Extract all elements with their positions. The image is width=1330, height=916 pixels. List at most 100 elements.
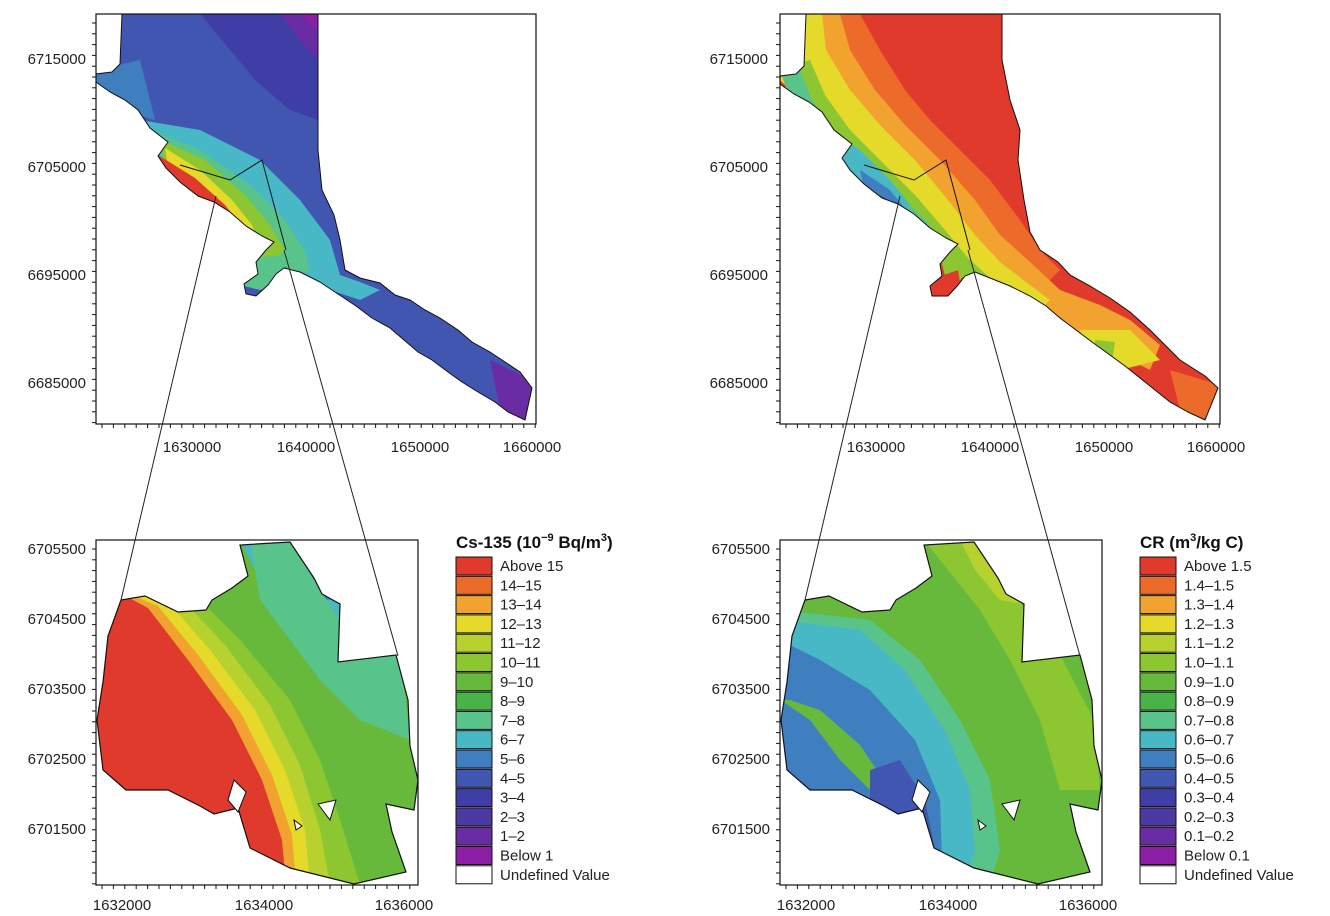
legend-label: 0.1–0.2	[1184, 828, 1234, 845]
legend-label: 0.6–0.7	[1184, 732, 1234, 749]
legend-swatch	[455, 865, 493, 885]
y-tick-label: 6705500	[712, 541, 770, 558]
x-tick-label: 1634000	[235, 897, 293, 914]
legend-label: 3–4	[500, 790, 525, 807]
legend-label: Above 15	[500, 558, 563, 575]
legend-swatch	[1139, 595, 1177, 615]
legend-label: 1–2	[500, 828, 525, 845]
legend-label: 0.2–0.3	[1184, 809, 1234, 826]
legend-title: CR (m3/kg C)	[1140, 532, 1243, 552]
legend-label: Above 1.5	[1184, 558, 1252, 575]
y-tick-label: 6695000	[710, 267, 768, 284]
x-tick-label: 1660000	[503, 439, 561, 456]
legend-label: 1.3–1.4	[1184, 597, 1234, 614]
legend-swatch	[455, 691, 493, 711]
legend-swatch	[1139, 865, 1177, 885]
x-tick-label: 1636000	[375, 897, 433, 914]
legend-label: 1.0–1.1	[1184, 655, 1234, 672]
legend-label: 0.3–0.4	[1184, 790, 1234, 807]
legend-swatch	[455, 672, 493, 692]
y-tick-label: 6702500	[712, 751, 770, 768]
legend-swatch	[455, 788, 493, 808]
legend-swatch	[455, 595, 493, 615]
legend-swatch	[455, 730, 493, 750]
x-tick-label: 1650000	[391, 439, 449, 456]
legend-swatch	[1139, 633, 1177, 653]
legend-swatch	[1139, 614, 1177, 634]
legend-label: 8–9	[500, 693, 525, 710]
legend-label: 7–8	[500, 712, 525, 729]
legend-swatch	[1139, 575, 1177, 595]
x-tick-label: 1630000	[847, 439, 905, 456]
y-tick-label: 6685000	[28, 375, 86, 392]
legend-swatch	[455, 710, 493, 730]
legend-swatch	[455, 653, 493, 672]
x-tick-label: 1636000	[1059, 897, 1117, 914]
cr-legend: CR (m3/kg C) Above 1.5 1.4–1.5 1.3–1.4 1.2–…	[1139, 532, 1294, 885]
legend-swatch	[1139, 768, 1177, 788]
x-tick-label: 1632000	[777, 897, 835, 914]
legend-label: Undefined Value	[500, 867, 610, 884]
y-tick-label: 6705500	[28, 541, 86, 558]
axis-frames	[92, 13, 1221, 889]
y-tick-label: 6701500	[28, 821, 86, 838]
x-tick-label: 1650000	[1075, 439, 1133, 456]
cs135-detail-axes: 6705500 6704500 6703500 6702500 6701500 …	[28, 541, 434, 914]
legend-swatch	[455, 846, 493, 865]
cr-detail-map	[780, 541, 1103, 885]
x-tick-label: 1660000	[1187, 439, 1245, 456]
legend-title: Cs-135 (10−9 Bq/m3)	[456, 532, 613, 552]
legend-swatch	[1139, 826, 1177, 846]
y-tick-label: 6715000	[28, 51, 86, 68]
legend-swatch	[455, 749, 493, 769]
legend-label: 2–3	[500, 809, 525, 826]
legend-swatch	[1139, 846, 1177, 865]
legend-swatch	[455, 807, 493, 827]
legend-label: 0.7–0.8	[1184, 712, 1234, 729]
legend-swatch	[1139, 653, 1177, 672]
legend-label: 13–14	[500, 597, 542, 614]
plot-frame	[779, 539, 1103, 886]
legend-swatch	[1139, 788, 1177, 808]
y-tick-label: 6702500	[28, 751, 86, 768]
y-tick-label: 6705000	[28, 159, 86, 176]
legend-swatch	[455, 575, 493, 595]
plot-frame	[95, 13, 537, 425]
y-tick-label: 6715000	[710, 51, 768, 68]
legend-label: 0.8–0.9	[1184, 693, 1234, 710]
legend-label: Below 1	[500, 848, 553, 865]
legend-label: 12–13	[500, 616, 542, 633]
y-tick-label: 6705000	[710, 159, 768, 176]
y-tick-label: 6704500	[28, 611, 86, 628]
legend-swatch	[455, 768, 493, 788]
x-tick-label: 1632000	[93, 897, 151, 914]
x-tick-label: 1634000	[919, 897, 977, 914]
y-tick-label: 6701500	[712, 821, 770, 838]
x-tick-label: 1640000	[277, 439, 335, 456]
legend-swatch	[1139, 691, 1177, 711]
legend-items: Above 15 14–15 13–14 12–13 11–12 10–11 9–10 8–9…	[455, 556, 610, 885]
legend-swatch	[1139, 807, 1177, 827]
legend-label: 11–12	[500, 635, 541, 652]
legend-label: 4–5	[500, 770, 525, 787]
legend-swatch	[455, 614, 493, 634]
cs135-detail-map	[96, 541, 419, 885]
legend-swatch	[455, 633, 493, 653]
y-tick-label: 6703500	[712, 681, 770, 698]
y-tick-label: 6695000	[28, 267, 86, 284]
legend-label: 9–10	[500, 674, 533, 691]
legend-label: 0.4–0.5	[1184, 770, 1234, 787]
plot-frame	[779, 13, 1221, 425]
legend-swatch	[455, 556, 493, 576]
x-tick-label: 1640000	[961, 439, 1019, 456]
cr-overview-axes: 6715000 6705000 6695000 6685000 1630000 …	[710, 51, 1246, 456]
legend-label: Undefined Value	[1184, 867, 1294, 884]
cr-detail-axes: 6705500 6704500 6703500 6702500 6701500 …	[712, 541, 1118, 914]
legend-label: 0.9–1.0	[1184, 674, 1234, 691]
legend-swatch	[1139, 556, 1177, 576]
x-tick-label: 1630000	[163, 439, 221, 456]
legend-label: 5–6	[500, 751, 525, 768]
legend-label: 0.5–0.6	[1184, 751, 1234, 768]
legend-swatch	[1139, 672, 1177, 692]
legend-label: 1.1–1.2	[1184, 635, 1234, 652]
